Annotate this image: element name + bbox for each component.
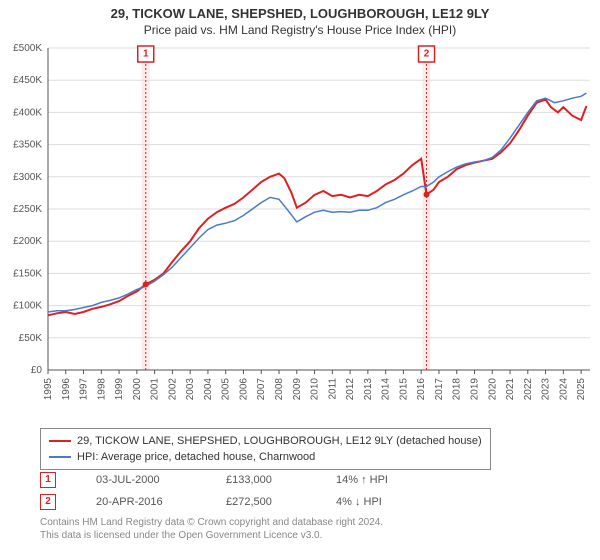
- svg-text:2003: 2003: [185, 378, 196, 401]
- event-delta: 4% ↓ HPI: [336, 496, 426, 508]
- svg-text:2016: 2016: [416, 378, 427, 401]
- attribution: Contains HM Land Registry data © Crown c…: [40, 516, 383, 542]
- event-row: 2 20-APR-2016 £272,500 4% ↓ HPI: [40, 494, 426, 510]
- attribution-line: Contains HM Land Registry data © Crown c…: [40, 516, 383, 529]
- svg-text:2024: 2024: [558, 378, 569, 401]
- svg-text:2014: 2014: [381, 378, 392, 401]
- event-price: £272,500: [226, 496, 296, 508]
- event-delta: 14% ↑ HPI: [336, 474, 426, 486]
- legend-item: 29, TICKOW LANE, SHEPSHED, LOUGHBOROUGH,…: [49, 433, 482, 449]
- svg-text:£400K: £400K: [13, 107, 42, 118]
- events-table: 1 03-JUL-2000 £133,000 14% ↑ HPI 2 20-AP…: [40, 472, 426, 516]
- svg-text:2017: 2017: [434, 378, 445, 401]
- chart-svg: £0 £50K £100K £150K £200K £250K £300K £350K £400…: [0, 42, 600, 422]
- event-date: 20-APR-2016: [96, 496, 186, 508]
- svg-text:£250K: £250K: [13, 204, 42, 215]
- svg-text:1996: 1996: [61, 378, 72, 401]
- chart-plot-area: £0 £50K £100K £150K £200K £250K £300K £350K £400…: [0, 42, 600, 422]
- svg-text:1997: 1997: [79, 378, 90, 401]
- svg-text:2020: 2020: [487, 378, 498, 401]
- legend: 29, TICKOW LANE, SHEPSHED, LOUGHBOROUGH,…: [40, 428, 491, 470]
- svg-text:2005: 2005: [221, 378, 232, 401]
- svg-text:2002: 2002: [167, 378, 178, 401]
- svg-text:2015: 2015: [398, 378, 409, 401]
- event-date: 03-JUL-2000: [96, 474, 186, 486]
- event-price: £133,000: [226, 474, 296, 486]
- svg-text:2012: 2012: [345, 378, 356, 401]
- svg-text:£100K: £100K: [13, 301, 42, 312]
- svg-text:£500K: £500K: [13, 43, 42, 54]
- chart-subtitle: Price paid vs. HM Land Registry's House …: [0, 21, 600, 41]
- svg-text:2010: 2010: [310, 378, 321, 401]
- svg-text:£0: £0: [31, 365, 43, 376]
- event-badge: 2: [40, 494, 56, 510]
- attribution-line: This data is licensed under the Open Gov…: [40, 529, 383, 542]
- svg-text:2001: 2001: [150, 378, 161, 401]
- svg-text:2009: 2009: [292, 378, 303, 401]
- svg-text:2: 2: [424, 49, 430, 60]
- svg-text:2000: 2000: [132, 378, 143, 401]
- svg-text:1: 1: [143, 49, 149, 60]
- legend-swatch: [49, 440, 71, 442]
- event-row: 1 03-JUL-2000 £133,000 14% ↑ HPI: [40, 472, 426, 488]
- chart-container: 29, TICKOW LANE, SHEPSHED, LOUGHBOROUGH,…: [0, 0, 600, 560]
- svg-text:2004: 2004: [203, 378, 214, 401]
- svg-text:£200K: £200K: [13, 236, 42, 247]
- svg-text:2025: 2025: [576, 378, 587, 401]
- svg-text:2019: 2019: [469, 378, 480, 401]
- svg-text:2006: 2006: [238, 378, 249, 401]
- svg-text:£450K: £450K: [13, 75, 42, 86]
- svg-text:2007: 2007: [256, 378, 267, 401]
- svg-text:2013: 2013: [363, 378, 374, 401]
- legend-item: HPI: Average price, detached house, Char…: [49, 449, 482, 465]
- legend-swatch: [49, 456, 71, 458]
- svg-text:£300K: £300K: [13, 172, 42, 183]
- svg-text:£350K: £350K: [13, 140, 42, 151]
- chart-title: 29, TICKOW LANE, SHEPSHED, LOUGHBOROUGH,…: [0, 0, 600, 21]
- svg-text:2021: 2021: [505, 378, 516, 401]
- svg-text:2018: 2018: [452, 378, 463, 401]
- legend-label: 29, TICKOW LANE, SHEPSHED, LOUGHBOROUGH,…: [77, 433, 482, 449]
- event-badge: 1: [40, 472, 56, 488]
- svg-text:1995: 1995: [43, 378, 54, 401]
- svg-text:2022: 2022: [523, 378, 534, 401]
- svg-text:2011: 2011: [327, 378, 338, 400]
- svg-text:2008: 2008: [274, 378, 285, 401]
- svg-text:£50K: £50K: [19, 333, 43, 344]
- svg-text:1998: 1998: [96, 378, 107, 401]
- svg-text:2023: 2023: [541, 378, 552, 401]
- legend-label: HPI: Average price, detached house, Char…: [77, 449, 315, 465]
- svg-text:£150K: £150K: [13, 268, 42, 279]
- svg-text:1999: 1999: [114, 378, 125, 401]
